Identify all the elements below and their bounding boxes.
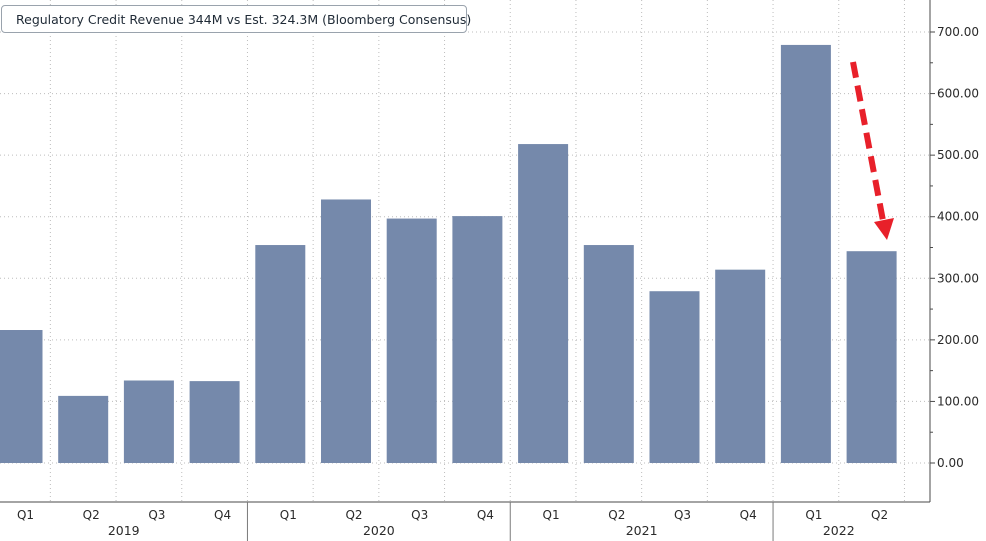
- x-tick-label: Q3: [148, 508, 165, 522]
- y-tick-label: 400.00: [937, 210, 979, 224]
- x-tick-label: Q3: [674, 508, 691, 522]
- bar: [321, 199, 371, 463]
- y-tick-label: 500.00: [937, 148, 979, 162]
- bar: [0, 330, 43, 463]
- bar: [715, 269, 766, 463]
- bar: [123, 380, 174, 463]
- y-axis: 0.00 100.00 200.00 300.00 400.00 500.00 600.00…: [929, 0, 979, 502]
- x-tick-label: Q1: [280, 508, 297, 522]
- x-tick-label: Q3: [411, 508, 428, 522]
- x-tick-label: Q1: [543, 508, 560, 522]
- x-tick-label: Q4: [740, 508, 757, 522]
- x-tick-label: Q1: [17, 508, 34, 522]
- y-tick-label: 0.00: [937, 456, 964, 470]
- x-tick-label: Q2: [83, 508, 100, 522]
- bar: [583, 245, 634, 463]
- bar: [452, 216, 503, 463]
- bar: [518, 144, 569, 463]
- bar: [189, 381, 240, 463]
- year-label: 2022: [823, 523, 855, 538]
- bar-series: [0, 44, 897, 464]
- legend: Regulatory Credit Revenue 344M vs Est. 3…: [1, 5, 471, 33]
- bar: [58, 395, 109, 463]
- year-label: 2021: [626, 523, 658, 538]
- x-tick-label: Q4: [214, 508, 231, 522]
- x-tick-label: Q4: [477, 508, 494, 522]
- x-tick-label: Q1: [805, 508, 822, 522]
- y-tick-label: 300.00: [937, 271, 979, 285]
- bar: [846, 251, 897, 463]
- x-tick-label: Q2: [608, 508, 625, 522]
- legend-label: Regulatory Credit Revenue 344M vs Est. 3…: [16, 11, 472, 27]
- bar: [255, 245, 306, 463]
- trend-arrow: [850, 61, 894, 240]
- arrow-head: [874, 218, 894, 240]
- bar: [780, 44, 831, 464]
- y-tick-label: 600.00: [937, 87, 979, 101]
- x-axis: Q1 Q2 Q3 Q4 Q1 Q2 Q3 Q4 Q1 Q2 Q3 Q4 Q1 Q2 2019 2020 2021…: [0, 501, 930, 541]
- x-tick-label: Q2: [871, 508, 888, 522]
- bar: [649, 291, 700, 463]
- x-tick-label: Q2: [345, 508, 362, 522]
- year-label: 2019: [108, 523, 140, 538]
- y-tick-label: 100.00: [937, 394, 979, 408]
- year-label: 2020: [363, 523, 395, 538]
- y-tick-label: 200.00: [937, 333, 979, 347]
- y-tick-label: 700.00: [937, 25, 979, 39]
- bar: [386, 218, 437, 463]
- arrow-shaft: [850, 61, 887, 227]
